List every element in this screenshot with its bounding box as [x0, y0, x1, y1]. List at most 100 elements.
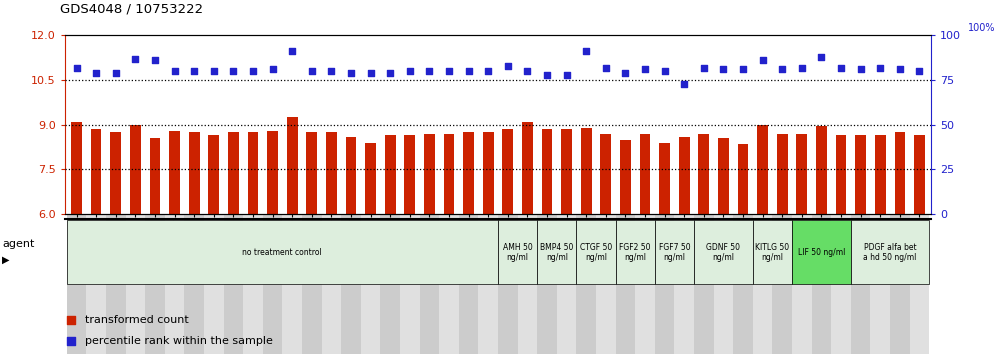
Point — [715, 67, 731, 72]
Point — [618, 70, 633, 76]
Bar — [287, 117, 298, 214]
Text: LIF 50 ng/ml: LIF 50 ng/ml — [798, 248, 846, 257]
Point — [343, 70, 359, 76]
Bar — [164, 214, 184, 354]
Bar — [561, 129, 572, 214]
Point — [794, 65, 810, 70]
Point — [166, 68, 182, 74]
Bar — [694, 214, 714, 354]
Bar — [87, 214, 106, 354]
Bar — [909, 214, 929, 354]
Text: GDNF 50
ng/ml: GDNF 50 ng/ml — [706, 242, 740, 262]
Text: KITLG 50
ng/ml: KITLG 50 ng/ml — [755, 242, 790, 262]
Bar — [797, 134, 808, 214]
Bar — [400, 214, 419, 354]
Point — [63, 338, 79, 344]
Bar — [537, 214, 557, 354]
Point — [676, 81, 692, 86]
Text: AMH 50
ng/ml: AMH 50 ng/ml — [503, 242, 533, 262]
Bar — [282, 214, 302, 354]
Bar — [419, 214, 439, 354]
Bar — [129, 125, 140, 214]
Bar — [518, 214, 537, 354]
Point — [401, 68, 417, 74]
Point — [696, 65, 712, 70]
FancyBboxPatch shape — [753, 220, 792, 284]
Text: transformed count: transformed count — [85, 315, 188, 325]
Point — [892, 67, 908, 72]
Point — [127, 56, 143, 62]
Bar — [498, 214, 518, 354]
Text: PDGF alfa bet
a hd 50 ng/ml: PDGF alfa bet a hd 50 ng/ml — [864, 242, 916, 262]
FancyBboxPatch shape — [851, 220, 929, 284]
Bar — [635, 214, 654, 354]
Bar — [874, 135, 885, 214]
FancyBboxPatch shape — [616, 220, 654, 284]
Bar — [639, 134, 650, 214]
Bar — [91, 129, 102, 214]
Bar — [679, 137, 689, 214]
Bar — [366, 143, 375, 214]
Bar — [792, 214, 812, 354]
Bar — [871, 214, 890, 354]
Bar — [111, 132, 122, 214]
Bar — [832, 214, 851, 354]
Bar — [674, 214, 694, 354]
Bar — [836, 135, 847, 214]
Point — [245, 68, 261, 74]
Point — [441, 68, 457, 74]
Bar — [914, 135, 925, 214]
Point — [108, 70, 124, 76]
FancyBboxPatch shape — [694, 220, 753, 284]
Bar — [502, 129, 513, 214]
Bar — [698, 134, 709, 214]
Bar — [302, 214, 322, 354]
Point — [598, 65, 614, 70]
Bar — [478, 214, 498, 354]
Bar — [890, 214, 909, 354]
Point — [656, 68, 672, 74]
FancyBboxPatch shape — [792, 220, 851, 284]
Point — [911, 68, 927, 74]
Bar — [149, 138, 160, 214]
Bar — [577, 214, 596, 354]
Bar — [738, 144, 748, 214]
Bar — [67, 214, 87, 354]
Bar — [654, 214, 674, 354]
Bar — [223, 214, 243, 354]
Text: BMP4 50
ng/ml: BMP4 50 ng/ml — [540, 242, 574, 262]
Bar — [248, 132, 258, 214]
Bar — [267, 131, 278, 214]
Text: agent: agent — [2, 239, 35, 249]
Bar — [557, 214, 577, 354]
Bar — [145, 214, 164, 354]
Point — [520, 68, 536, 74]
Point — [755, 58, 771, 63]
Point — [421, 68, 437, 74]
Bar — [228, 132, 239, 214]
Bar — [601, 134, 612, 214]
Point — [304, 68, 320, 74]
Point — [539, 72, 555, 78]
Bar — [812, 214, 832, 354]
Bar — [851, 214, 871, 354]
Bar — [733, 214, 753, 354]
Point — [69, 65, 85, 70]
Bar — [243, 214, 263, 354]
Text: percentile rank within the sample: percentile rank within the sample — [85, 336, 273, 346]
Point — [88, 70, 104, 76]
Bar — [346, 137, 357, 214]
Point — [559, 72, 575, 78]
FancyBboxPatch shape — [577, 220, 616, 284]
Point — [774, 67, 790, 72]
Bar — [443, 134, 454, 214]
Bar — [71, 122, 82, 214]
Point — [735, 67, 751, 72]
Bar — [596, 214, 616, 354]
Point — [637, 67, 653, 72]
Bar — [463, 132, 474, 214]
Bar — [404, 135, 415, 214]
Point — [206, 68, 222, 74]
Point — [579, 48, 595, 54]
Point — [147, 58, 163, 63]
